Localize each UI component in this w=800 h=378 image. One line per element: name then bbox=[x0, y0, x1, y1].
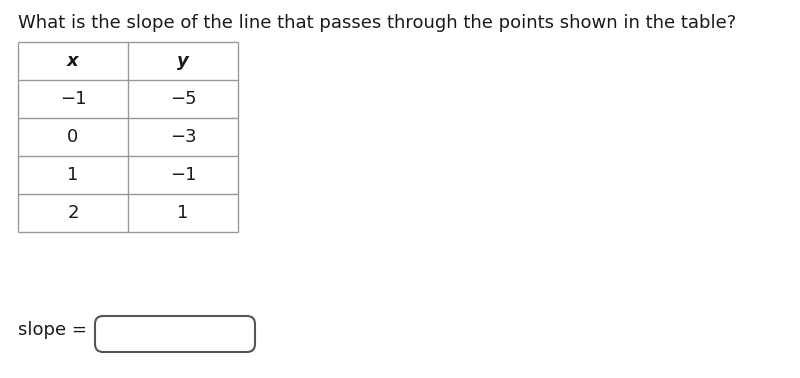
Text: What is the slope of the line that passes through the points shown in the table?: What is the slope of the line that passe… bbox=[18, 14, 736, 32]
Text: −1: −1 bbox=[170, 166, 196, 184]
Text: y: y bbox=[177, 52, 189, 70]
Text: slope =: slope = bbox=[18, 321, 87, 339]
Text: x: x bbox=[67, 52, 79, 70]
Text: 2: 2 bbox=[67, 204, 78, 222]
Text: −3: −3 bbox=[170, 128, 196, 146]
Text: 1: 1 bbox=[67, 166, 78, 184]
Text: −1: −1 bbox=[60, 90, 86, 108]
Text: −5: −5 bbox=[170, 90, 196, 108]
Text: 0: 0 bbox=[67, 128, 78, 146]
FancyBboxPatch shape bbox=[95, 316, 255, 352]
Text: 1: 1 bbox=[178, 204, 189, 222]
